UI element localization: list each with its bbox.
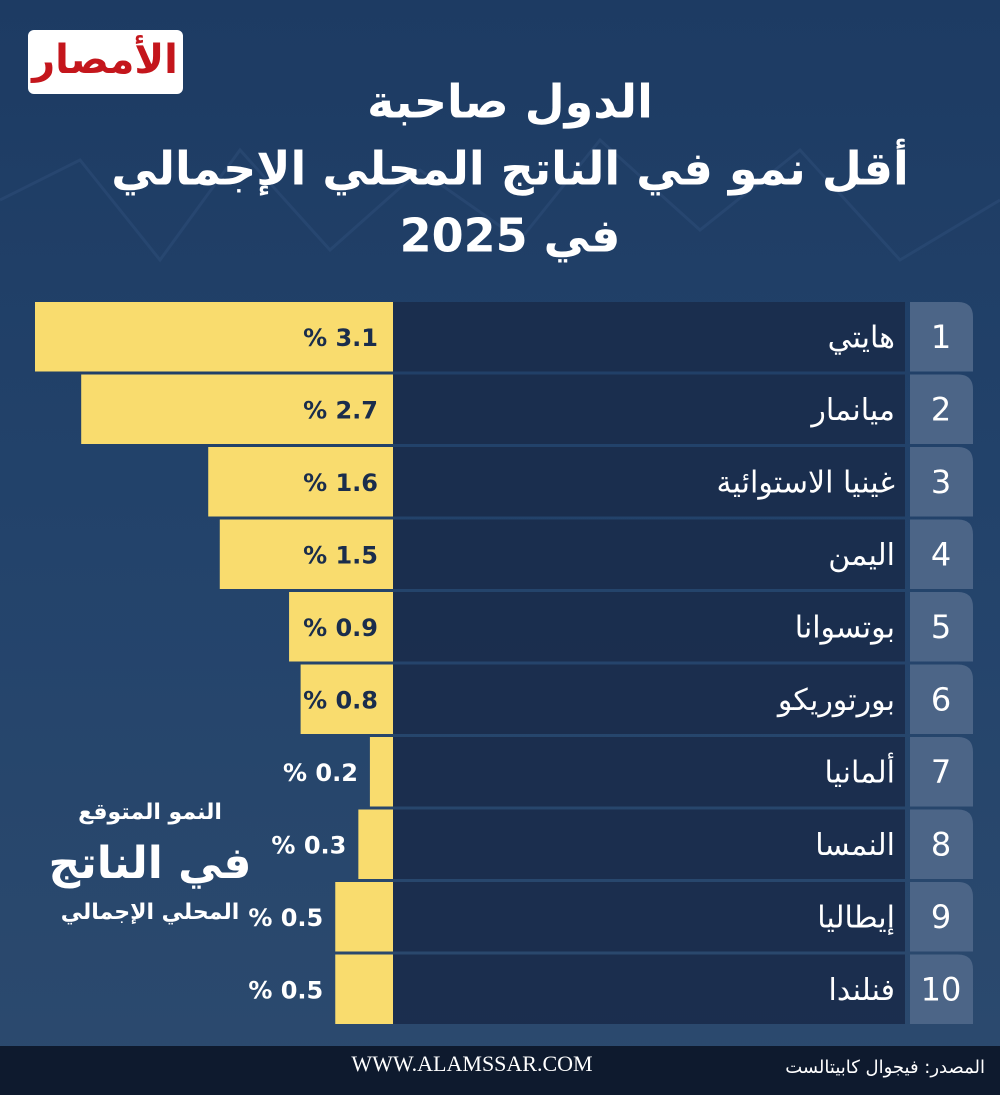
rank-box [910, 737, 973, 807]
country: ألمانيا [824, 751, 895, 790]
rank-box [910, 592, 973, 662]
bar [358, 809, 393, 879]
country-panel [393, 737, 905, 807]
bar [369, 737, 393, 807]
country-panel [393, 374, 905, 444]
rank-box [910, 809, 973, 879]
source: المصدر: فيجوال كابيتالست [785, 1057, 985, 1078]
bar [208, 447, 393, 517]
value-label: % 3.1 [303, 324, 378, 352]
logo: الأمصار [30, 34, 178, 83]
rank-box [910, 447, 973, 517]
rank: 4 [931, 535, 951, 573]
rank: 5 [931, 608, 951, 646]
logo-box [28, 30, 183, 94]
bar [335, 882, 393, 952]
country-panel [393, 882, 905, 952]
bar [335, 954, 393, 1024]
bar [81, 374, 394, 444]
country-panel [393, 302, 905, 372]
title-line: أقل نمو في الناتج المحلي الإجمالي [111, 139, 909, 196]
country: بوتسوانا [795, 610, 895, 645]
value-label: % 0.9 [303, 614, 378, 642]
country: اليمن [828, 538, 895, 573]
value-label: % 0.3 [271, 831, 346, 859]
rank: 10 [921, 970, 962, 1008]
website: WWW.ALAMSSAR.COM [351, 1051, 592, 1076]
country-panel [393, 592, 905, 662]
country: بورتوريكو [776, 683, 895, 718]
country-panel [393, 519, 905, 589]
country: فنلندا [829, 973, 895, 1008]
country-panel [393, 664, 905, 734]
rank-box [910, 954, 973, 1024]
rank: 6 [931, 680, 951, 718]
rank-box [910, 374, 973, 444]
title-line: في 2025 [400, 209, 621, 263]
bar [219, 519, 393, 589]
rank: 2 [931, 390, 951, 428]
rank-box [910, 882, 973, 952]
decor-line [0, 137, 1000, 263]
value-label: % 1.6 [303, 469, 378, 497]
value-label: % 0.2 [283, 759, 358, 787]
bar [289, 592, 393, 662]
rank: 8 [931, 825, 951, 863]
bar [300, 664, 393, 734]
rank-box [910, 302, 973, 372]
country-panel [393, 809, 905, 879]
country: النمسا [815, 828, 895, 863]
title: الدول صاحبة أقل نمو في الناتج المحلي الإج… [111, 75, 909, 263]
bar [35, 302, 393, 372]
value-label: % 0.5 [248, 904, 323, 932]
value-label: % 1.5 [303, 541, 378, 569]
rank: 7 [931, 753, 951, 791]
rank-box [910, 519, 973, 589]
value-label: % 2.7 [303, 396, 378, 424]
country: إيطاليا [817, 900, 895, 935]
country: هايتي [828, 320, 895, 355]
country: ميانمار [809, 393, 895, 428]
rank: 3 [931, 463, 951, 501]
rank: 9 [931, 898, 951, 936]
rank-box [910, 664, 973, 734]
value-label: % 0.8 [303, 686, 378, 714]
annotation: المحلي الإجمالي [61, 900, 240, 925]
country: غينيا الاستوائية [717, 465, 895, 500]
country-panel [393, 447, 905, 517]
country-panel [393, 954, 905, 1024]
annotation: النمو المتوقع [78, 800, 222, 825]
annotation: في الناتج [49, 838, 252, 889]
value-label: % 0.5 [248, 976, 323, 1004]
title-line: الدول صاحبة [367, 75, 653, 129]
footer-bar [0, 1046, 1000, 1095]
rank: 1 [931, 318, 951, 356]
